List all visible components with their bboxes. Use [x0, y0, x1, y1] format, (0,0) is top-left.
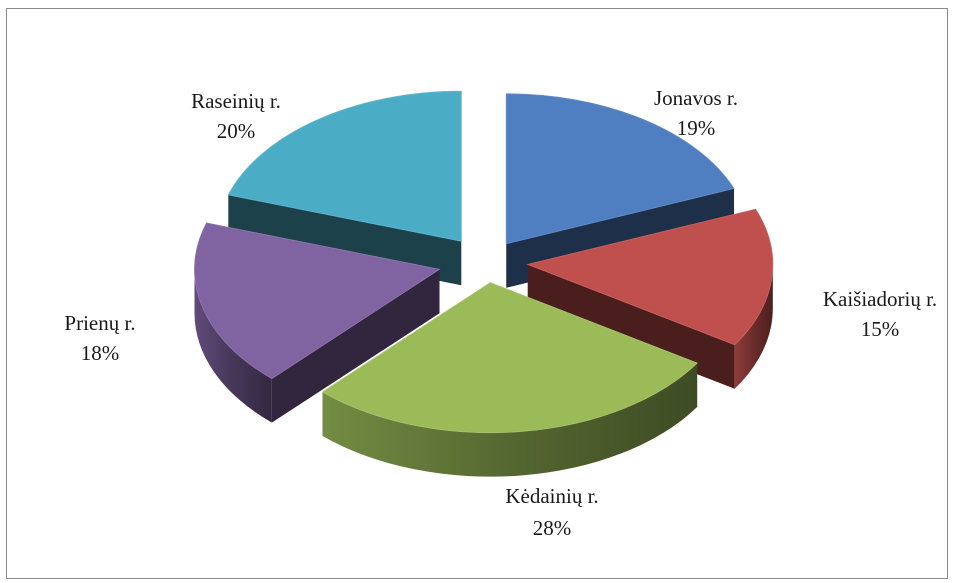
slice-label-prien-r: Prienų r.: [64, 311, 135, 335]
pie-labels: Jonavos r. 19% Kaišiadorių r. 15% Kėdainių r…: [64, 86, 937, 540]
slice-percent-kai-iadori-r: 15%: [861, 317, 900, 341]
slice-label-raseini-r: Raseinių r.: [191, 89, 281, 113]
slice-rim-prien-r: [194, 269, 272, 423]
slice-percent-raseini-r: 20%: [217, 119, 256, 143]
slice-k-daini-r: [321, 282, 698, 434]
slice-jonavos-r: [505, 93, 735, 245]
slice-percent-jonavos-r: 19%: [677, 116, 716, 140]
slice-prien-r: [194, 222, 441, 380]
slice-rim-k-daini-r: [322, 363, 698, 477]
slice-label-jonavos-r: Jonavos r.: [654, 86, 738, 110]
slice-label-k-daini-r: Kėdainių r.: [505, 484, 598, 508]
slice-wall-prien-r-0: [271, 269, 440, 423]
slice-raseini-r: [227, 90, 462, 242]
slice-percent-k-daini-r: 28%: [533, 516, 572, 540]
pie-tops: [194, 90, 774, 434]
slice-label-kai-iadori-r: Kaišiadorių r.: [823, 287, 937, 311]
slice-kai-iadori-r: [526, 208, 774, 346]
slice-rim-kai-iadori-r: [734, 264, 773, 389]
slice-percent-prien-r: 18%: [81, 341, 120, 365]
